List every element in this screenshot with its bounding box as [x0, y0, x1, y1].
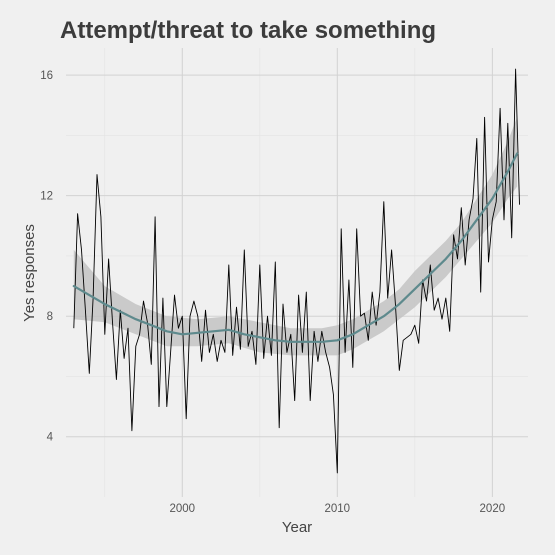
- x-tick-label: 2000: [169, 503, 195, 515]
- smooth-series-layer: [72, 152, 519, 343]
- tick-labels: 2000 2010 2020 4 8 12 16: [40, 70, 505, 515]
- y-tick-label: 8: [47, 311, 53, 323]
- y-tick-label: 16: [40, 70, 53, 82]
- chart-title: Attempt/threat to take something: [60, 17, 436, 44]
- y-tick-label: 4: [47, 432, 54, 444]
- y-axis-title: Yes responses: [21, 224, 38, 322]
- raw-series-layer: [73, 68, 520, 474]
- x-tick-label: 2010: [325, 503, 351, 515]
- y-tick-label: 12: [40, 191, 53, 203]
- raw-series-line: [73, 68, 520, 474]
- x-tick-label: 2020: [480, 503, 506, 515]
- x-axis-title: Year: [282, 519, 312, 536]
- smooth-trend-line: [72, 152, 519, 343]
